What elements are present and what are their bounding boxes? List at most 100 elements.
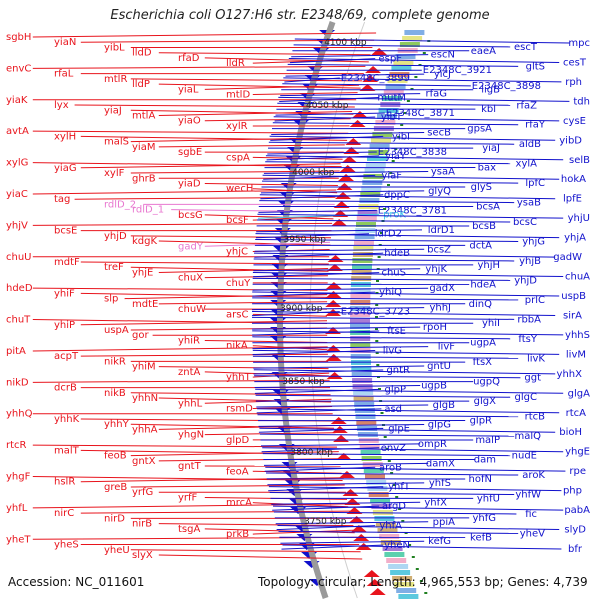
gene-label-right: glgA bbox=[255, 388, 590, 399]
feature-block bbox=[360, 192, 381, 197]
gene-arrow bbox=[339, 165, 356, 172]
feature-block bbox=[370, 498, 391, 503]
gene-name: yhiM bbox=[132, 362, 156, 373]
gene-label-right: rpoH bbox=[252, 322, 447, 333]
gene-name: hokA bbox=[561, 174, 586, 185]
feature-block bbox=[364, 168, 385, 173]
kbp-tick-label: 3850 kbp bbox=[282, 377, 325, 387]
gene-name: gpsA bbox=[467, 124, 492, 135]
gene-name: bioH bbox=[559, 427, 582, 438]
feature-block bbox=[368, 492, 389, 497]
gene-name: mtlD bbox=[226, 90, 250, 101]
gene-arrow bbox=[338, 174, 355, 181]
gene-label-right: ftsX bbox=[253, 357, 492, 368]
feature-block bbox=[386, 558, 407, 563]
leader-line bbox=[130, 484, 345, 488]
gene-name: yibD bbox=[559, 135, 582, 146]
leader-line bbox=[74, 104, 355, 108]
gene-label-right: kefG bbox=[280, 536, 451, 547]
gene-label-right: yhhX bbox=[253, 369, 582, 380]
gene-label-right: ppiA bbox=[275, 517, 455, 528]
gene-label-left: yiaC bbox=[6, 189, 337, 200]
gene-label-right: ligB bbox=[281, 85, 500, 96]
gene-name: yiaY bbox=[385, 151, 407, 162]
gene-label-right: yibI bbox=[270, 131, 410, 142]
leader-line bbox=[256, 219, 511, 223]
feature-block bbox=[362, 180, 383, 185]
gene-name: yhhT bbox=[226, 372, 252, 383]
feature-block bbox=[387, 78, 408, 83]
tick-mark bbox=[410, 88, 414, 90]
gene-name: rpoH bbox=[423, 322, 447, 333]
leader-line bbox=[158, 144, 345, 148]
gene-name: nirC bbox=[54, 508, 74, 519]
tick-mark bbox=[383, 208, 387, 210]
leader-line bbox=[130, 423, 335, 429]
feature-block bbox=[351, 270, 372, 275]
leader-line bbox=[32, 130, 349, 134]
leader-line bbox=[280, 540, 425, 544]
gene-label-right: asd bbox=[256, 404, 402, 415]
gene-name: kdgK bbox=[132, 236, 157, 247]
feature-block bbox=[396, 588, 417, 593]
feature-block bbox=[372, 132, 393, 137]
gene-name: E2348C_3723 bbox=[341, 307, 410, 318]
leader-line bbox=[269, 492, 515, 496]
accession-label: Accession: NC_011601 bbox=[8, 575, 145, 589]
gene-name: dppC bbox=[384, 190, 410, 201]
feature-block bbox=[383, 90, 404, 95]
gene-name: nikA bbox=[226, 341, 248, 352]
gene-name: arsC bbox=[226, 309, 248, 320]
gene-label-right: dinQ bbox=[252, 299, 492, 310]
gene-arrow bbox=[371, 48, 388, 55]
gene-name: yheV bbox=[520, 528, 545, 539]
gene-arrow bbox=[345, 138, 362, 145]
feature-block bbox=[351, 366, 372, 371]
leader-line bbox=[254, 385, 421, 388]
gene-name: gntR bbox=[386, 365, 410, 376]
leader-line bbox=[262, 174, 560, 180]
gene-name: yhiR bbox=[178, 335, 200, 346]
gene-label-left: yiaJ bbox=[104, 105, 354, 116]
leader-line bbox=[130, 78, 363, 82]
leader-line bbox=[265, 472, 519, 476]
gene-label-right: malP bbox=[260, 435, 500, 446]
gene-name: yiaM bbox=[132, 142, 155, 153]
leader-line bbox=[252, 330, 564, 336]
gene-name: tag bbox=[54, 194, 70, 205]
gene-label-right: lpfC bbox=[261, 178, 545, 189]
leader-line bbox=[130, 549, 361, 553]
leader-line bbox=[252, 297, 519, 301]
gene-name: glpD bbox=[226, 435, 249, 446]
tick-mark bbox=[377, 256, 381, 258]
gene-label-left: mtlA bbox=[132, 110, 353, 121]
gene-label-right: hdeA bbox=[252, 279, 496, 290]
kbp-marker: 4000 kbp bbox=[290, 168, 335, 178]
leader-line bbox=[32, 503, 350, 509]
leader-line bbox=[262, 447, 564, 453]
gene-name: rtcR bbox=[6, 440, 27, 451]
gene-label-left: yhhK bbox=[54, 414, 334, 425]
gene-name: rtcA bbox=[566, 408, 587, 419]
tick-mark bbox=[375, 340, 379, 342]
gene-label-left: xylR bbox=[226, 121, 350, 132]
gene-arrow bbox=[325, 291, 342, 298]
gene-name: E2348C_3871 bbox=[386, 108, 455, 119]
feature-block bbox=[352, 264, 372, 269]
leader-line bbox=[255, 233, 560, 239]
gene-label-right: kefB bbox=[279, 532, 492, 543]
gene-label-right: hdeB bbox=[254, 248, 410, 259]
leader-line bbox=[253, 252, 556, 258]
feature-block bbox=[357, 210, 378, 215]
gene-name: bcsA bbox=[476, 201, 500, 212]
gene-name: yhfL bbox=[6, 503, 28, 514]
tick-mark bbox=[415, 568, 419, 570]
gene-label-left: mtlR bbox=[104, 74, 363, 85]
gene-label-right: yhjU bbox=[257, 213, 590, 224]
gene-label-right: escT bbox=[293, 42, 538, 53]
kbp-tick-label: 3800 kbp bbox=[290, 448, 333, 458]
gene-label-right: gltS bbox=[287, 61, 545, 72]
leader-line bbox=[80, 510, 351, 514]
gene-label-right: ftsY bbox=[252, 334, 538, 345]
leader-line bbox=[204, 432, 336, 436]
